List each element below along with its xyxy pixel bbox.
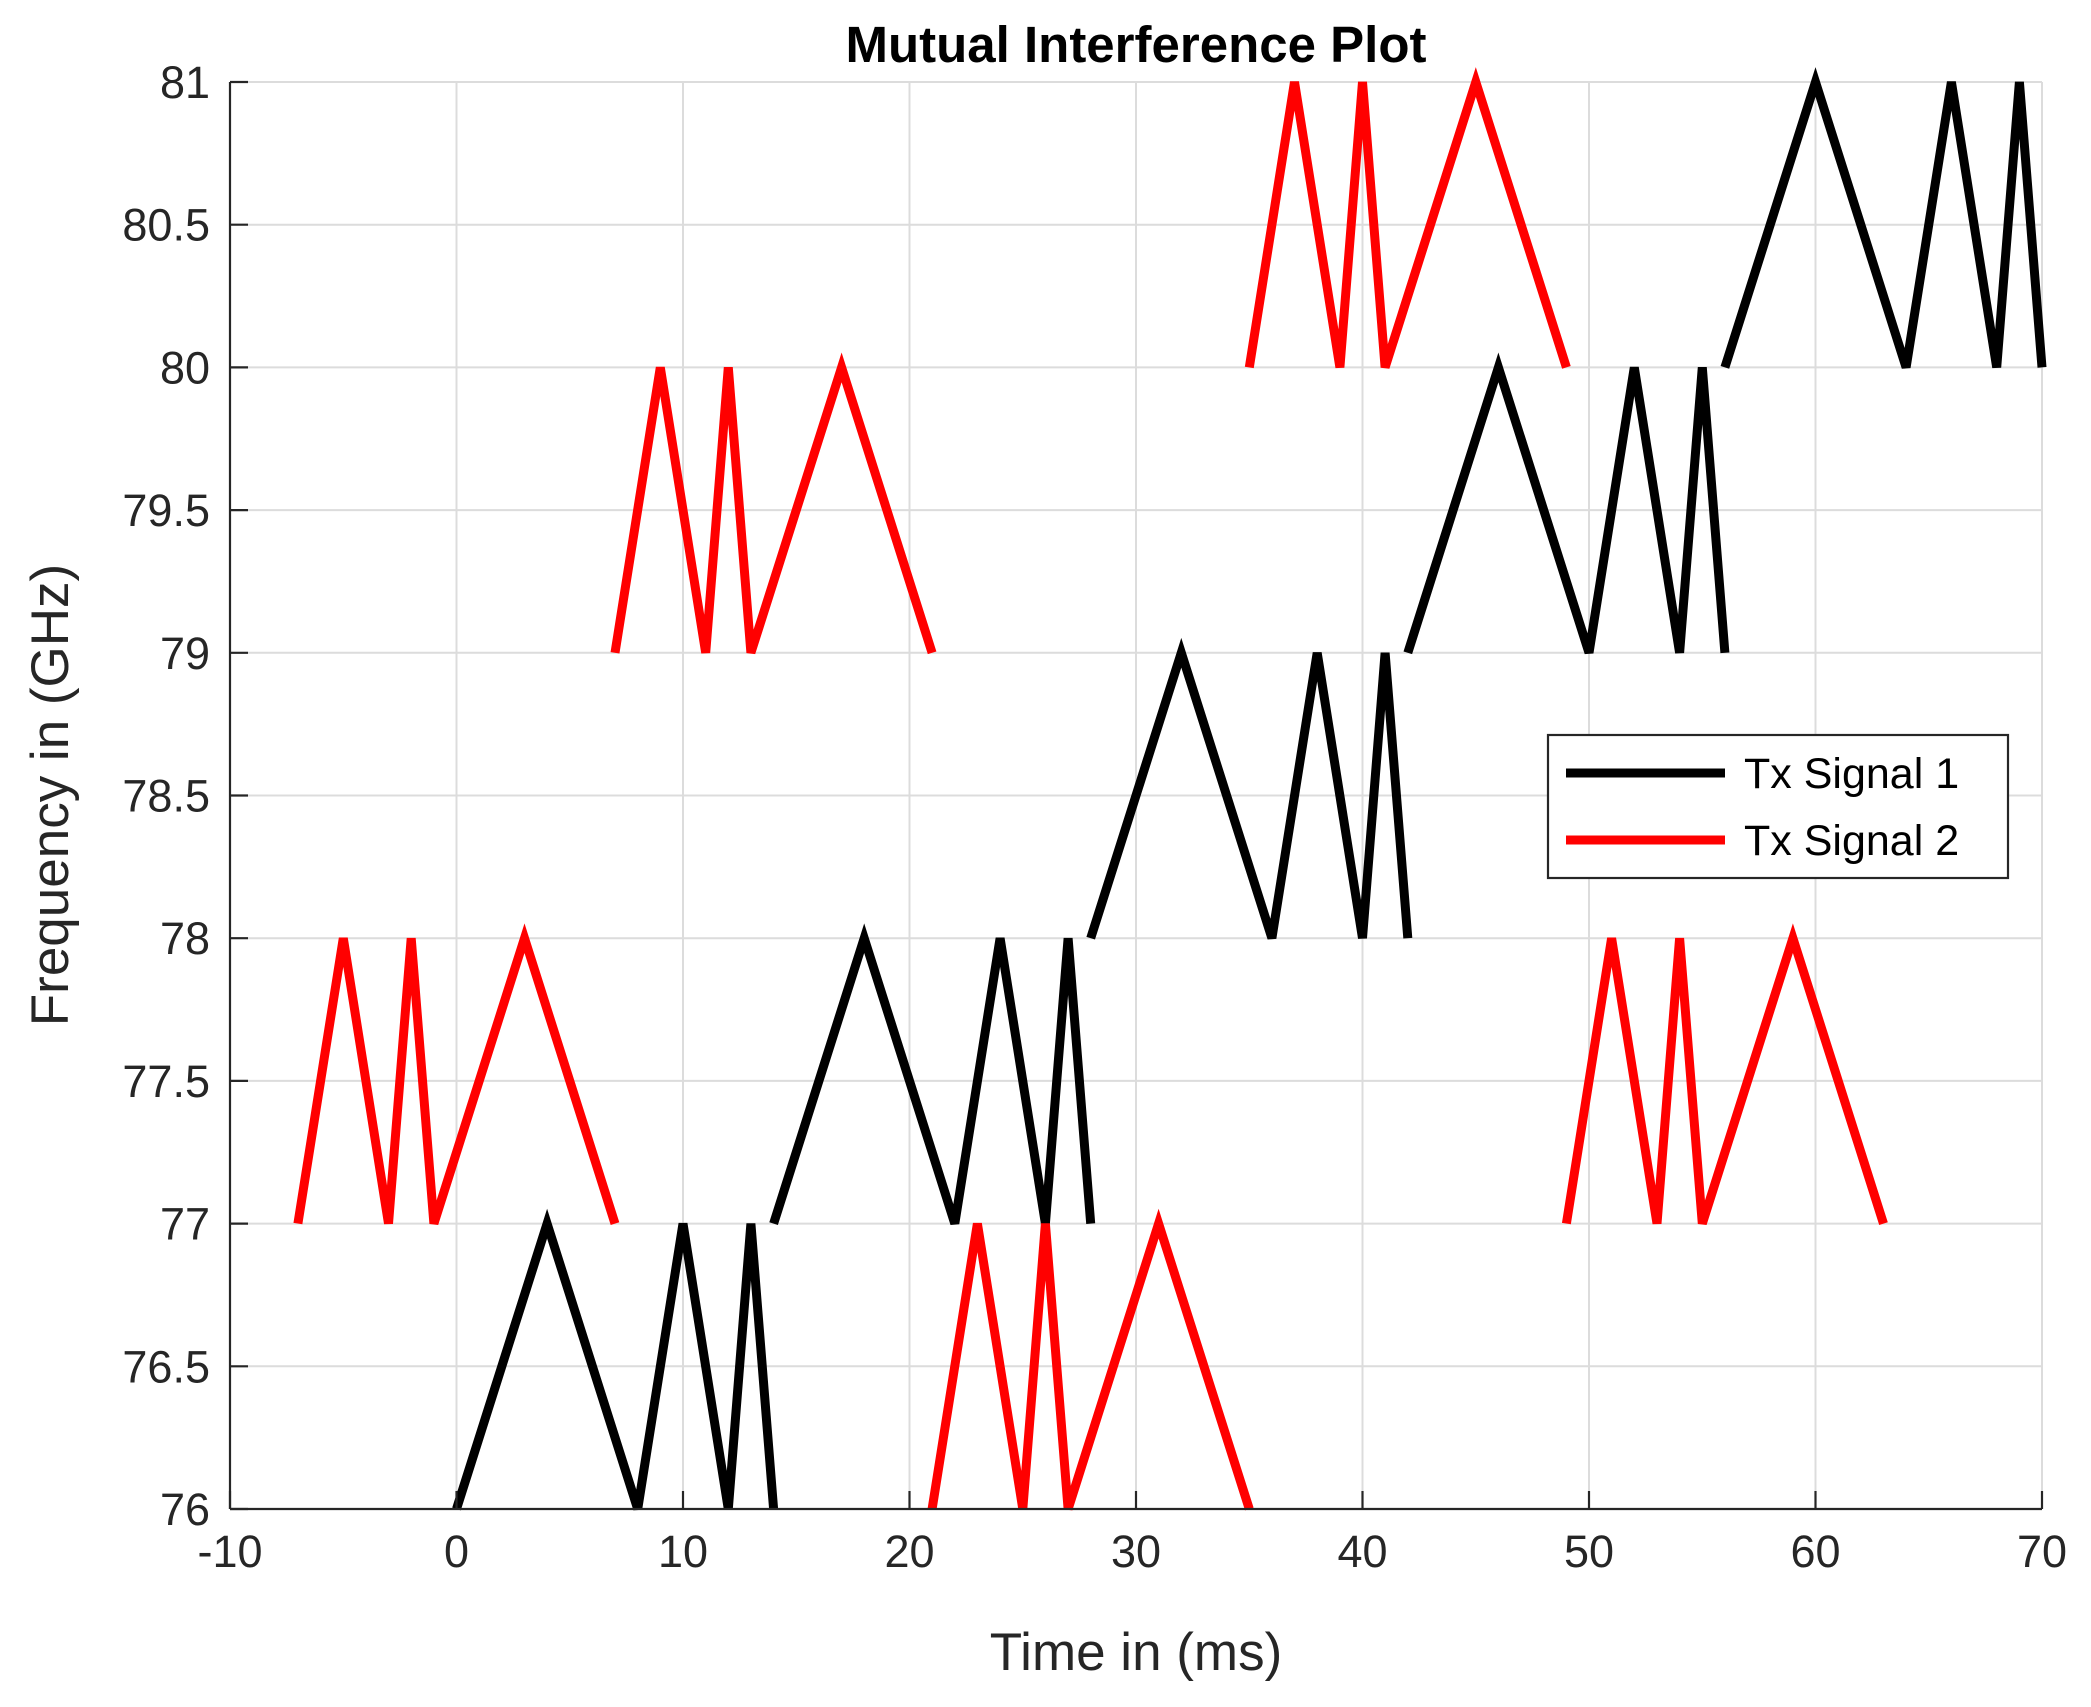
tx-signal-2-chirp-3 (927, 1208, 1254, 1511)
y-tick-label: 81 (160, 57, 210, 108)
chart-title: Mutual Interference Plot (846, 16, 1427, 73)
tx-signal-1-chirp-1 (452, 1208, 779, 1511)
x-tick-label: 30 (1111, 1526, 1161, 1577)
tx-signal-1-chirp-5 (1720, 67, 2047, 369)
x-tick-label: 50 (1564, 1526, 1614, 1577)
series-1 (452, 67, 2047, 1511)
x-axis-label: Time in (ms) (990, 1623, 1282, 1682)
ticks: -10 0 10 20 30 40 50 60 70 76 76.5 77 77.5 78 78.5 79 79… (122, 57, 2067, 1577)
y-tick-label: 77 (160, 1199, 210, 1250)
tx-signal-1-chirp-2 (769, 923, 1096, 1225)
x-tick-label: 40 (1337, 1526, 1387, 1577)
series-layer (293, 67, 2047, 1511)
y-tick-label: 80.5 (122, 200, 210, 251)
tx-signal-2-chirp-1 (293, 923, 620, 1225)
legend-box (1546, 733, 2010, 880)
y-tick-label: 78 (160, 913, 210, 964)
tx-signal-2-chirp-2 (610, 352, 937, 655)
tx-signal-1-chirp-4 (1403, 352, 1730, 655)
tx-signal-2-chirp-5 (1561, 923, 1888, 1225)
x-tick-label: 70 (2017, 1526, 2067, 1577)
x-tick-label: -10 (197, 1526, 262, 1577)
y-tick-label: 76.5 (122, 1341, 210, 1392)
legend: Tx Signal 1 Tx Signal 2 (1546, 733, 2010, 880)
tx-signal-2-chirp-4 (1244, 67, 1571, 369)
y-tick-label: 76 (160, 1484, 210, 1535)
x-tick-label: 0 (444, 1526, 469, 1577)
y-tick-label: 77.5 (122, 1056, 210, 1107)
y-tick-label: 79 (160, 628, 210, 679)
y-axis-label: Frequency in (GHz) (21, 564, 80, 1026)
y-tick-label: 80 (160, 342, 210, 393)
tx-signal-1-chirp-3 (1086, 637, 1413, 940)
legend-label-tx-signal-1: Tx Signal 1 (1744, 750, 1959, 798)
series-2 (293, 67, 1888, 1511)
legend-label-tx-signal-2: Tx Signal 2 (1744, 817, 1959, 865)
y-tick-label: 78.5 (122, 771, 210, 822)
x-tick-label: 20 (884, 1526, 934, 1577)
x-tick-label: 60 (1790, 1526, 1840, 1577)
y-tick-label: 79.5 (122, 485, 210, 536)
x-tick-label: 10 (658, 1526, 708, 1577)
